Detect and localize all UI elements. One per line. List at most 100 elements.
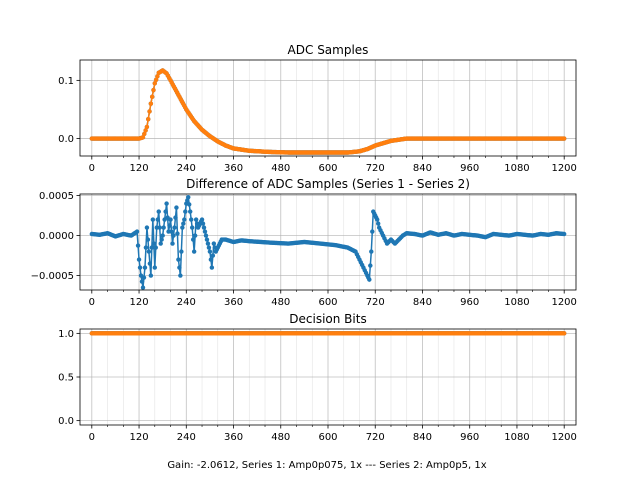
data-point	[201, 225, 207, 230]
data-point	[144, 225, 150, 230]
data-point	[152, 265, 157, 270]
data-point	[167, 223, 172, 228]
data-point	[188, 209, 193, 214]
data-point	[187, 202, 192, 207]
data-point	[144, 124, 150, 130]
data-point	[156, 209, 161, 214]
chart-title: Decision Bits	[289, 312, 366, 326]
data-point	[174, 205, 179, 210]
x-tick-label: 1200	[551, 432, 576, 443]
data-point	[158, 241, 163, 246]
x-tick-label: 240	[177, 432, 196, 443]
data-point	[183, 209, 188, 214]
x-tick-label: 360	[224, 432, 243, 443]
data-point	[561, 231, 567, 237]
data-point	[140, 135, 146, 140]
data-point	[182, 217, 187, 222]
data-point	[163, 209, 168, 214]
data-point	[153, 77, 159, 82]
data-point	[139, 279, 145, 284]
data-point	[160, 233, 165, 238]
y-tick-label: 0.0	[58, 134, 74, 145]
data-point	[191, 249, 197, 254]
data-point	[145, 237, 151, 242]
data-point	[179, 249, 184, 254]
x-tick-label: 240	[177, 297, 196, 308]
data-point	[146, 116, 151, 122]
figure-caption: Gain: -2.0612, Series 1: Amp0p075, 1x --…	[167, 460, 486, 471]
data-point	[172, 225, 177, 230]
data-point	[142, 265, 148, 270]
data-point	[136, 257, 142, 262]
data-point	[148, 273, 154, 278]
data-point	[561, 136, 567, 141]
x-tick-label: 360	[224, 297, 243, 308]
data-point	[367, 277, 372, 282]
series-1-line	[89, 195, 567, 290]
x-tick-label: 1200	[551, 163, 576, 174]
chart-title: ADC Samples	[288, 43, 369, 57]
data-point	[368, 263, 373, 268]
x-tick-label: 120	[130, 297, 149, 308]
data-point	[157, 225, 162, 230]
data-point	[202, 229, 208, 234]
x-tick-label: 600	[318, 297, 337, 308]
y-tick-label: 0.5	[58, 373, 74, 384]
x-tick-label: 600	[318, 163, 337, 174]
data-point	[161, 225, 166, 230]
x-tick-label: 720	[366, 163, 385, 174]
data-point	[152, 81, 157, 86]
data-point	[146, 249, 152, 254]
data-point	[199, 217, 205, 222]
axes-frame	[79, 193, 577, 291]
x-tick-label: 1200	[551, 297, 576, 308]
data-point	[149, 94, 155, 100]
data-point	[141, 275, 147, 280]
data-point	[210, 253, 216, 258]
data-point	[207, 249, 213, 254]
x-tick-label: 0	[89, 163, 95, 174]
y-tick-label: −0.0005	[31, 271, 74, 282]
data-point	[151, 87, 156, 93]
data-point	[375, 221, 381, 226]
data-point	[205, 241, 211, 246]
x-tick-label: 840	[413, 432, 432, 443]
data-point	[147, 109, 152, 114]
x-tick-label: 720	[366, 297, 385, 308]
data-point	[170, 241, 175, 246]
x-tick-label: 960	[460, 163, 479, 174]
data-point	[173, 215, 178, 220]
x-tick-label: 0	[89, 297, 95, 308]
data-point	[181, 221, 186, 226]
data-point	[148, 101, 154, 106]
data-point	[168, 217, 173, 222]
data-point	[140, 285, 146, 290]
x-tick-label: 840	[413, 163, 432, 174]
data-point	[142, 131, 147, 137]
subplot-2: 0 120 240 360 480 600 720 840 960 1080 1200 −0.0005…	[31, 177, 577, 308]
x-tick-label: 1080	[504, 432, 529, 443]
series-2-line	[89, 331, 567, 336]
data-point	[149, 245, 155, 250]
y-tick-label: 0.0000	[39, 231, 74, 242]
data-point	[370, 229, 375, 234]
subplot-1: 0 120 240 360 480 600 720 840 960 1080 1200 0.0 0.1 A…	[58, 43, 577, 174]
data-point	[561, 331, 567, 336]
x-tick-label: 960	[460, 297, 479, 308]
axes-frame	[79, 328, 577, 426]
data-point	[208, 257, 214, 262]
axes-frame	[79, 59, 577, 157]
x-tick-label: 960	[460, 432, 479, 443]
data-point	[190, 237, 196, 242]
y-tick-label: 0.0	[58, 416, 74, 427]
data-point	[375, 217, 380, 222]
data-point	[180, 225, 185, 230]
x-tick-label: 480	[271, 163, 290, 174]
data-point	[155, 217, 160, 222]
data-point	[189, 225, 195, 230]
data-point	[192, 233, 198, 238]
data-point	[159, 237, 164, 242]
data-point	[203, 233, 209, 238]
data-point	[134, 229, 140, 234]
